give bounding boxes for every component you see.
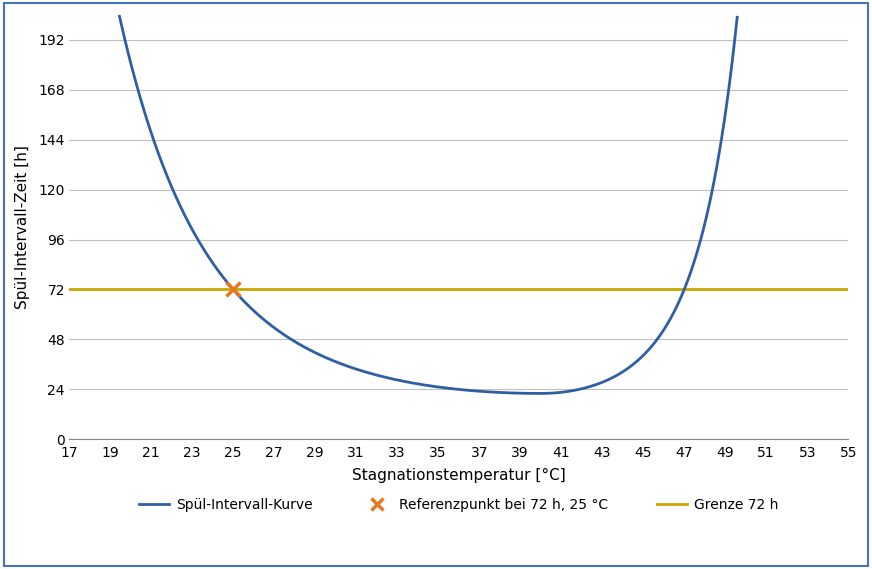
X-axis label: Stagnationstemperatur [°C]: Stagnationstemperatur [°C] <box>351 468 566 484</box>
Y-axis label: Spül-Intervall-Zeit [h]: Spül-Intervall-Zeit [h] <box>15 145 30 309</box>
Legend: Spül-Intervall-Kurve, Referenzpunkt bei 72 h, 25 °C, Grenze 72 h: Spül-Intervall-Kurve, Referenzpunkt bei … <box>133 492 784 517</box>
